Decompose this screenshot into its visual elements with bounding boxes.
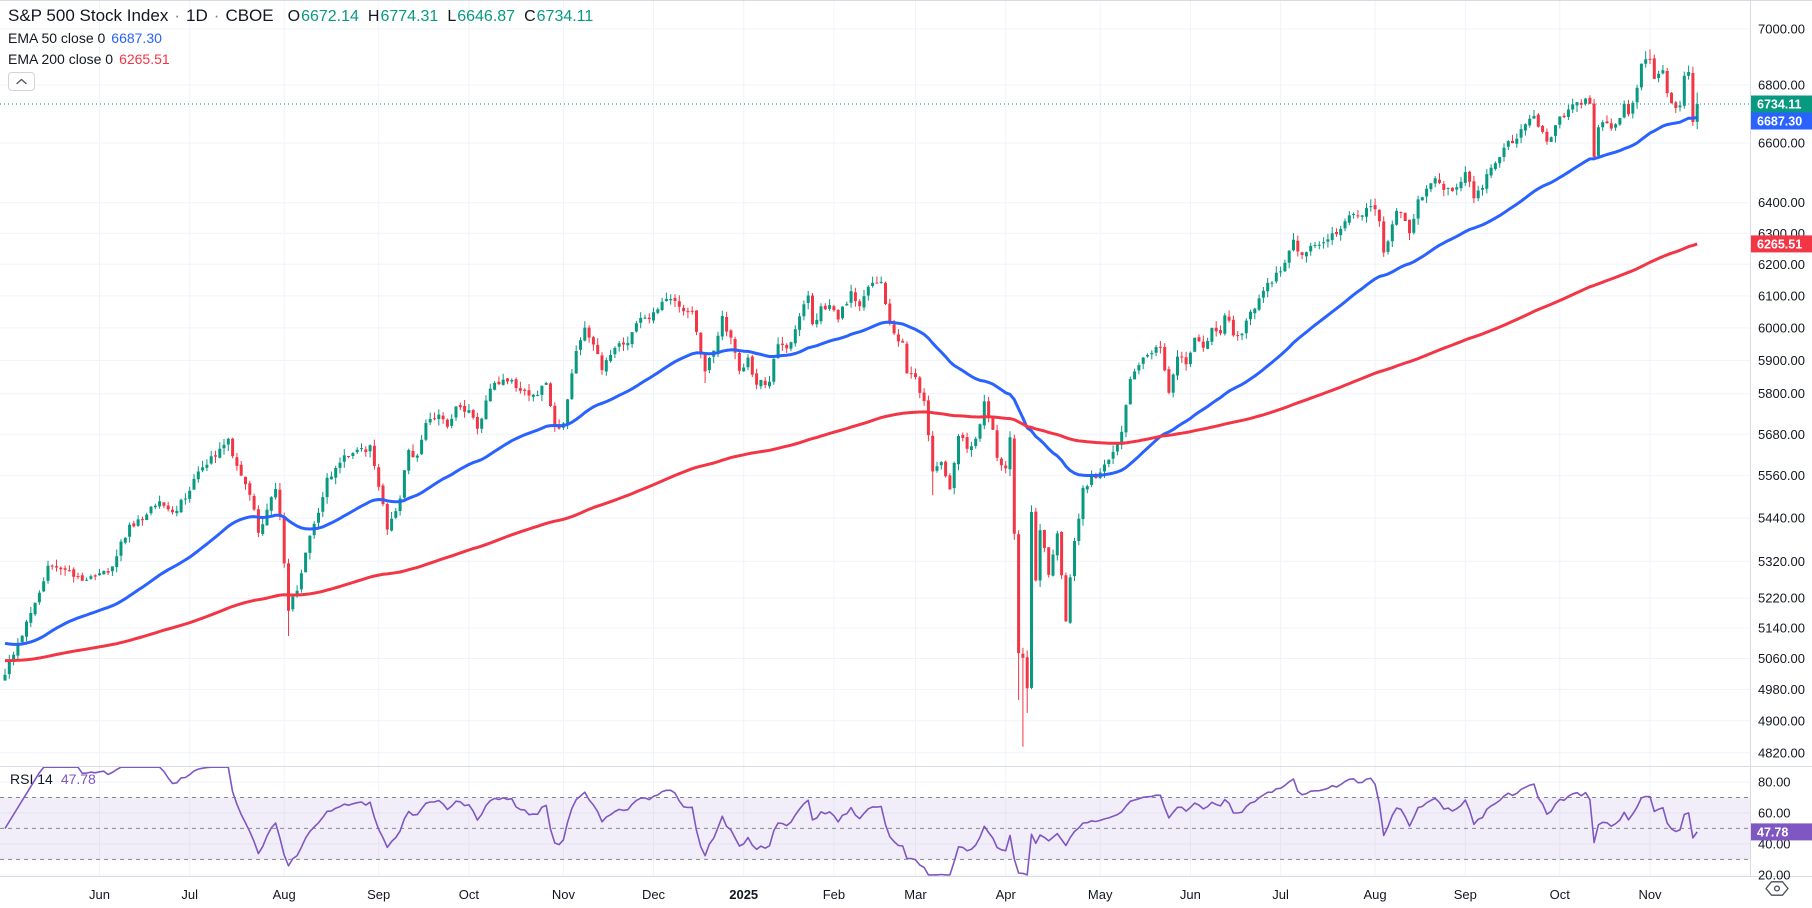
price-tick-label: 4820.00 [1758, 745, 1805, 760]
time-tick-label: Aug [273, 887, 296, 902]
price-tick-label: 6000.00 [1758, 320, 1805, 335]
price-tick-label: 6400.00 [1758, 195, 1805, 210]
ema50-line [4, 116, 1698, 646]
price-tick-label: 4980.00 [1758, 682, 1805, 697]
price-tick-label: 6800.00 [1758, 78, 1805, 93]
rsi-line [4, 766, 1698, 876]
rsi-tick-label: 60.00 [1758, 805, 1791, 820]
time-tick-label: Nov [1638, 887, 1662, 902]
time-tick-label: Feb [823, 887, 845, 902]
open-value: 6672.14 [301, 8, 359, 25]
rsi-tick-label: 80.00 [1758, 774, 1791, 789]
ema50-legend-row[interactable]: EMA 50 close 0 6687.30 [8, 30, 593, 46]
price-tick-label: 5680.00 [1758, 427, 1805, 442]
svg-text:47.78: 47.78 [1757, 825, 1788, 839]
time-tick-label: Mar [904, 887, 927, 902]
time-tick-label: Sep [367, 887, 390, 902]
close-label: C [524, 8, 536, 25]
ema200-legend-row[interactable]: EMA 200 close 0 6265.51 [8, 51, 593, 67]
svg-text:6687.30: 6687.30 [1757, 115, 1802, 129]
time-tick-label: Jul [181, 887, 198, 902]
price-tick-label: 4900.00 [1758, 713, 1805, 728]
up-candle-bodies [3, 59, 1699, 688]
time-tick-label: Dec [642, 887, 666, 902]
chevron-up-icon [16, 78, 27, 85]
rsi-tick-label: 20.00 [1758, 867, 1791, 882]
price-tick-label: 6200.00 [1758, 257, 1805, 272]
time-tick-label: Jun [89, 887, 110, 902]
high-label: H [367, 8, 380, 25]
chart-legend: S&P 500 Stock Index · 1D · CBOE O 6672.14… [8, 6, 593, 91]
time-tick-label: Oct [1550, 887, 1571, 902]
low-label: L [447, 8, 457, 25]
price-tick-label: 7000.00 [1758, 21, 1805, 36]
interval-label[interactable]: 1D [186, 6, 208, 25]
time-tick-label: Aug [1364, 887, 1387, 902]
open-label: O [287, 8, 301, 25]
time-tick-label: May [1088, 887, 1113, 902]
time-tick-label: Oct [459, 887, 480, 902]
legend-separator: · [213, 6, 220, 25]
time-tick-label: Jun [1180, 887, 1201, 902]
pane-separators [0, 0, 1812, 877]
time-tick-label: Nov [552, 887, 576, 902]
price-tick-label: 6600.00 [1758, 136, 1805, 151]
ema200-value: 6265.51 [119, 51, 170, 67]
exchange-label: CBOE [225, 6, 274, 25]
symbol-title[interactable]: S&P 500 Stock Index [8, 6, 169, 25]
price-tick-label: 5140.00 [1758, 621, 1805, 636]
hexagon-settings-icon [1765, 881, 1789, 896]
time-tick-label: Sep [1454, 887, 1477, 902]
ema200-line [5, 242, 1698, 663]
symbol-legend-row[interactable]: S&P 500 Stock Index · 1D · CBOE O 6672.14… [8, 6, 593, 26]
ema50-label: EMA 50 close 0 [8, 30, 106, 46]
ema200-label: EMA 200 close 0 [8, 51, 114, 67]
price-tick-label: 6100.00 [1758, 288, 1805, 303]
price-tick-label: 5320.00 [1758, 554, 1805, 569]
ohlc-values: O 6672.14 H 6774.31 L 6646.87 C 6734.11 [288, 8, 594, 26]
svg-text:6734.11: 6734.11 [1757, 98, 1802, 112]
ema50-value: 6687.30 [111, 30, 162, 46]
rsi-badge [1751, 823, 1812, 841]
time-tick-label: Apr [996, 887, 1017, 902]
time-tick-label: 2025 [729, 887, 758, 902]
collapse-legend-button[interactable] [8, 72, 35, 91]
close-value: 6734.11 [536, 8, 594, 25]
low-value: 6646.87 [457, 8, 516, 25]
gridlines [0, 0, 1750, 876]
price-tick-label: 5440.00 [1758, 511, 1805, 526]
time-tick-label: Jul [1272, 887, 1289, 902]
price-badge [1751, 235, 1812, 253]
price-tick-label: 5560.00 [1758, 468, 1805, 483]
price-tick-label: 5900.00 [1758, 353, 1805, 368]
pane-settings-icon[interactable] [1764, 880, 1790, 897]
high-value: 6774.31 [380, 8, 439, 25]
price-tick-label: 5800.00 [1758, 386, 1805, 401]
svg-text:6265.51: 6265.51 [1757, 237, 1802, 251]
price-tick-label: 5060.00 [1758, 651, 1805, 666]
price-badge [1751, 112, 1812, 130]
legend-separator: · [174, 6, 181, 25]
price-tick-label: 5220.00 [1758, 591, 1805, 606]
price-badge [1751, 95, 1812, 113]
